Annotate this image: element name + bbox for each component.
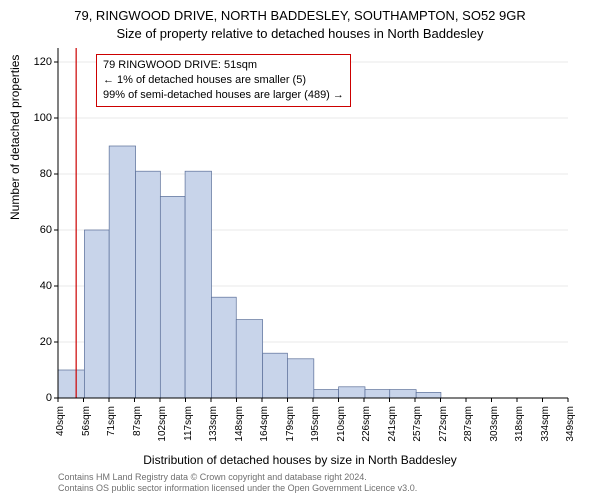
x-tick-label: 179sqm bbox=[285, 406, 296, 442]
y-tick-label: 100 bbox=[28, 112, 52, 124]
x-tick-label: 56sqm bbox=[81, 406, 92, 436]
x-tick-label: 148sqm bbox=[234, 406, 245, 442]
annotation-line3: 99% of semi-detached houses are larger (… bbox=[103, 88, 344, 103]
footer-attribution: Contains HM Land Registry data © Crown c… bbox=[58, 472, 417, 495]
x-tick-label: 71sqm bbox=[106, 406, 117, 436]
footer-line1: Contains HM Land Registry data © Crown c… bbox=[58, 472, 417, 483]
x-tick-label: 164sqm bbox=[259, 406, 270, 442]
x-axis-label: Distribution of detached houses by size … bbox=[0, 453, 600, 467]
x-tick-label: 303sqm bbox=[489, 406, 500, 442]
footer-line2: Contains OS public sector information li… bbox=[58, 483, 417, 494]
x-tick-label: 241sqm bbox=[387, 406, 398, 442]
x-tick-label: 349sqm bbox=[565, 406, 576, 442]
x-tick-label: 287sqm bbox=[463, 406, 474, 442]
x-tick-label: 133sqm bbox=[208, 406, 219, 442]
y-tick-label: 80 bbox=[28, 168, 52, 180]
annotation-line2: ← 1% of detached houses are smaller (5) bbox=[103, 73, 344, 88]
y-tick-label: 40 bbox=[28, 280, 52, 292]
x-tick-label: 257sqm bbox=[412, 406, 423, 442]
annotation-box: 79 RINGWOOD DRIVE: 51sqm ← 1% of detache… bbox=[96, 54, 351, 107]
y-tick-label: 20 bbox=[28, 336, 52, 348]
x-tick-label: 195sqm bbox=[310, 406, 321, 442]
y-tick-label: 120 bbox=[28, 56, 52, 68]
y-tick-label: 0 bbox=[28, 392, 52, 404]
x-tick-label: 318sqm bbox=[514, 406, 525, 442]
annotation-line1: 79 RINGWOOD DRIVE: 51sqm bbox=[103, 58, 344, 73]
x-tick-label: 210sqm bbox=[336, 406, 347, 442]
x-tick-label: 40sqm bbox=[55, 406, 66, 436]
x-tick-label: 272sqm bbox=[438, 406, 449, 442]
x-tick-label: 102sqm bbox=[157, 406, 168, 442]
x-tick-label: 226sqm bbox=[361, 406, 372, 442]
x-tick-label: 334sqm bbox=[540, 406, 551, 442]
x-tick-label: 117sqm bbox=[183, 406, 194, 441]
y-tick-label: 60 bbox=[28, 224, 52, 236]
x-tick-label: 87sqm bbox=[132, 406, 143, 436]
